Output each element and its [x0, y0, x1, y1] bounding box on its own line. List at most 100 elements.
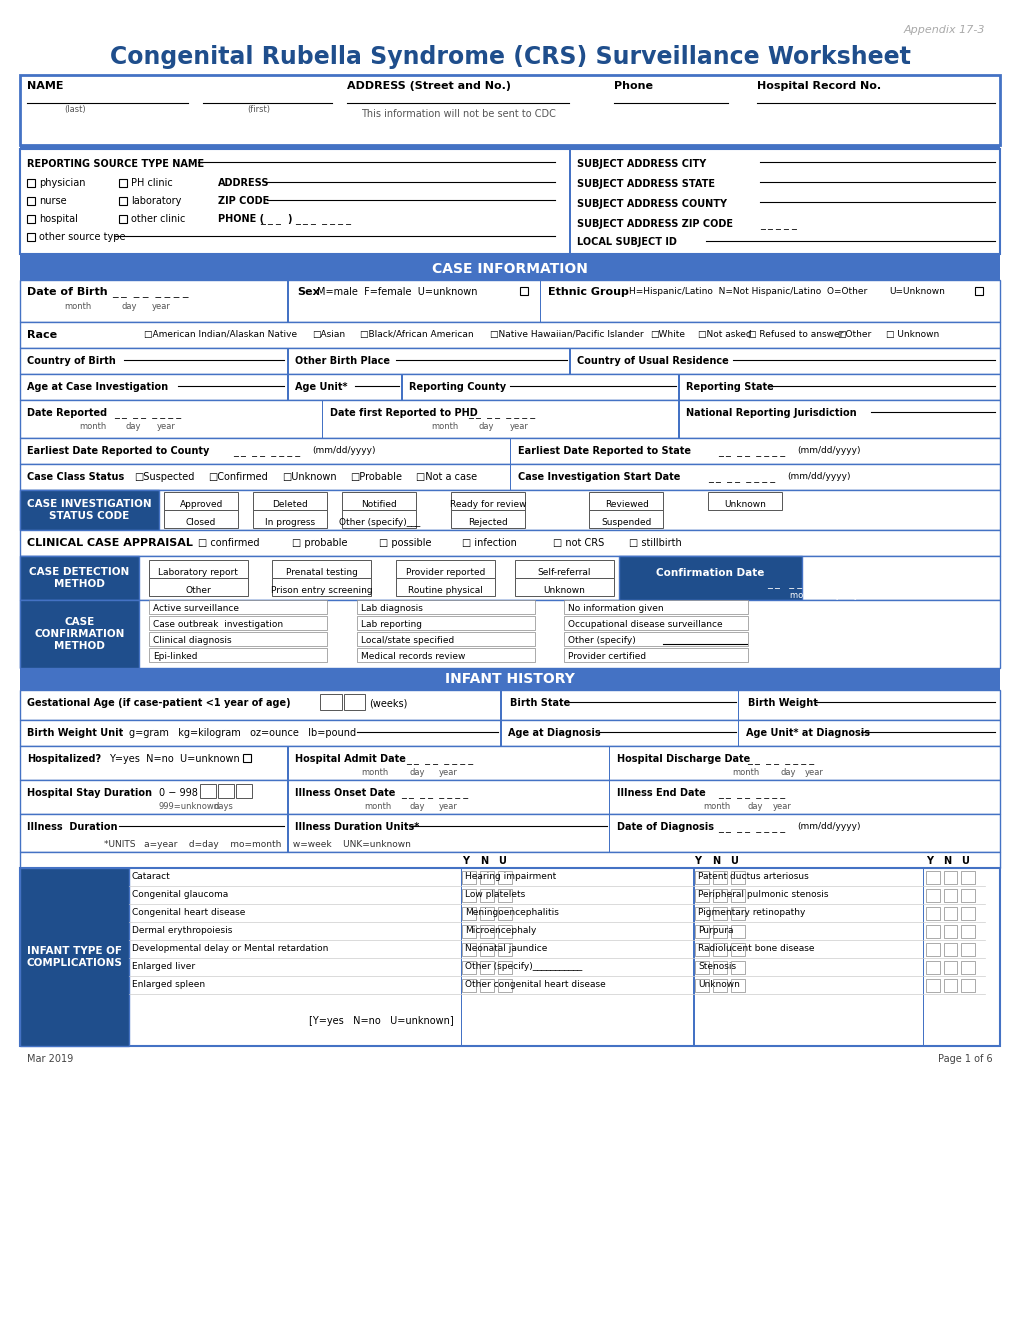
Bar — [20, 465, 999, 490]
Bar — [20, 719, 999, 746]
Bar — [961, 925, 974, 939]
Bar — [694, 961, 708, 974]
Text: 0 − 998: 0 − 998 — [159, 788, 198, 799]
Text: INFANT TYPE OF
COMPLICATIONS: INFANT TYPE OF COMPLICATIONS — [26, 946, 122, 968]
Text: ADDRESS (Street and No.): ADDRESS (Street and No.) — [346, 81, 511, 91]
Bar — [564, 632, 747, 645]
Bar — [961, 871, 974, 884]
Bar — [20, 145, 999, 149]
Bar — [450, 492, 525, 510]
Bar — [462, 925, 476, 939]
Bar — [480, 961, 493, 974]
Text: N: N — [943, 855, 951, 866]
Text: Low platelets: Low platelets — [465, 890, 525, 899]
Text: CASE
CONFIRMATION
METHOD: CASE CONFIRMATION METHOD — [35, 618, 124, 651]
Text: Lab reporting: Lab reporting — [360, 620, 421, 630]
Bar — [678, 400, 679, 438]
Bar — [497, 961, 512, 974]
Bar — [608, 746, 609, 780]
Text: Country of Birth: Country of Birth — [26, 356, 115, 366]
Text: □American Indian/Alaskan Native: □American Indian/Alaskan Native — [144, 330, 297, 339]
Bar — [218, 784, 233, 799]
Bar — [497, 907, 512, 920]
Bar — [253, 510, 326, 528]
Bar — [480, 925, 493, 939]
Text: Deleted: Deleted — [272, 500, 308, 510]
Text: Provider certified: Provider certified — [568, 652, 646, 661]
Text: _ _ _  _ _ _ _: _ _ _ _ _ _ _ — [294, 214, 351, 224]
Text: month: month — [361, 768, 388, 777]
Bar — [395, 560, 494, 578]
Text: Date Reported: Date Reported — [26, 408, 107, 418]
Text: Confirmation Date: Confirmation Date — [655, 568, 763, 578]
Text: ): ) — [287, 214, 291, 224]
Text: □ confirmed: □ confirmed — [198, 539, 260, 548]
Bar — [149, 560, 248, 578]
Bar — [322, 400, 323, 438]
Bar — [20, 348, 999, 374]
Bar — [400, 374, 403, 400]
Bar — [20, 257, 999, 280]
Bar — [925, 942, 938, 956]
Text: other clinic: other clinic — [130, 214, 185, 224]
Bar — [20, 814, 999, 851]
Bar — [961, 979, 974, 993]
Text: Closed: Closed — [185, 517, 216, 527]
Bar — [943, 888, 957, 902]
Bar — [943, 961, 957, 974]
Bar — [462, 961, 476, 974]
Text: Cataract: Cataract — [131, 873, 170, 880]
Bar — [253, 492, 326, 510]
Text: Age at Diagnosis: Age at Diagnosis — [507, 729, 600, 738]
Bar — [589, 492, 662, 510]
Text: _ _  _ _  _ _ _ _: _ _ _ _ _ _ _ _ — [717, 788, 785, 799]
Bar — [730, 961, 744, 974]
Text: (mm/dd/yyyy): (mm/dd/yyyy) — [312, 446, 375, 455]
Text: Birth Weight: Birth Weight — [747, 698, 816, 708]
Bar — [20, 280, 999, 322]
Text: hospital: hospital — [39, 214, 77, 224]
Bar — [694, 942, 708, 956]
Bar — [341, 492, 416, 510]
Text: □Probable: □Probable — [350, 473, 401, 482]
Text: Meningoencephalitis: Meningoencephalitis — [465, 908, 558, 917]
Text: Date of Birth: Date of Birth — [26, 286, 107, 297]
Bar — [539, 280, 541, 322]
Text: Suspended: Suspended — [601, 517, 651, 527]
Bar — [235, 784, 252, 799]
Bar — [462, 942, 476, 956]
Bar — [608, 780, 609, 814]
Text: National Reporting Jurisdiction: National Reporting Jurisdiction — [686, 408, 856, 418]
Text: Other: Other — [185, 586, 211, 595]
Bar — [357, 632, 534, 645]
Bar — [343, 694, 365, 710]
Bar — [272, 560, 371, 578]
Bar — [26, 197, 35, 205]
Bar — [961, 942, 974, 956]
Bar — [20, 690, 999, 719]
Bar — [20, 531, 999, 556]
Text: _ _  _ _  _ _ _ _: _ _ _ _ _ _ _ _ — [114, 408, 181, 418]
Bar — [320, 694, 341, 710]
Text: Case Investigation Start Date: Case Investigation Start Date — [518, 473, 680, 482]
Text: _ _  _ _  _ _ _ _: _ _ _ _ _ _ _ _ — [400, 788, 468, 799]
Bar — [20, 438, 999, 465]
Text: SUBJECT ADDRESS ZIP CODE: SUBJECT ADDRESS ZIP CODE — [577, 219, 733, 228]
Text: Other (specify)___: Other (specify)___ — [338, 517, 420, 527]
Bar — [149, 601, 326, 614]
Bar — [497, 888, 512, 902]
Text: INFANT HISTORY: INFANT HISTORY — [444, 672, 575, 686]
Text: Prenatal testing: Prenatal testing — [285, 568, 358, 577]
Text: _ _  _ _  _ _ _ _: _ _ _ _ _ _ _ _ — [112, 286, 189, 297]
Text: day: day — [478, 422, 493, 432]
Text: Reporting State: Reporting State — [686, 381, 773, 392]
Bar — [462, 979, 476, 993]
Bar — [925, 961, 938, 974]
Text: Enlarged spleen: Enlarged spleen — [131, 979, 205, 989]
Bar — [20, 374, 999, 400]
Text: PHONE (: PHONE ( — [218, 214, 264, 224]
Bar — [119, 215, 126, 223]
Bar — [480, 888, 493, 902]
Bar — [497, 925, 512, 939]
Text: Hospital Discharge Date: Hospital Discharge Date — [616, 754, 749, 764]
